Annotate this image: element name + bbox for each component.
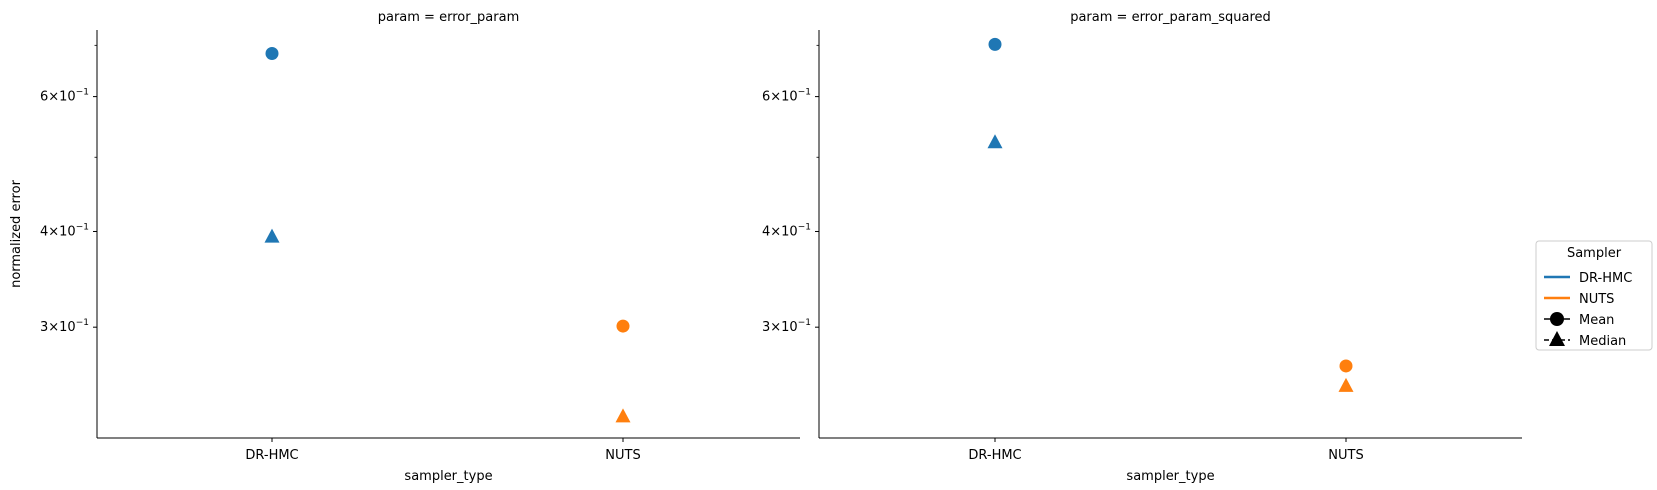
panel-title: param = error_param_squared xyxy=(1070,10,1271,25)
y-axis-label: normalized error xyxy=(9,179,24,287)
legend-title: Sampler xyxy=(1567,246,1622,261)
y-tick-label: 4×10−1 xyxy=(40,222,89,239)
legend-label: NUTS xyxy=(1579,292,1614,307)
y-tick-label: 3×10−1 xyxy=(40,318,89,335)
x-tick-label: DR-HMC xyxy=(245,448,298,463)
legend-label: Mean xyxy=(1579,313,1614,328)
legend-marker-circle xyxy=(1550,312,1564,326)
y-tick-label: 3×10−1 xyxy=(762,318,811,335)
legend-label: DR-HMC xyxy=(1579,271,1632,286)
point-nuts-mean xyxy=(616,319,630,333)
x-axis-label: sampler_type xyxy=(404,469,492,484)
panel-1: param = error_param 3×10−1 4×10−1 6×10−1 DR-… xyxy=(9,10,800,484)
panels: param = error_param 3×10−1 4×10−1 6×10−1 DR-… xyxy=(9,10,1522,484)
point-dr-hmc-mean xyxy=(988,37,1002,51)
point-dr-hmc-median xyxy=(264,228,280,243)
x-axis-label: sampler_type xyxy=(1126,469,1214,484)
y-tick-label: 6×10−1 xyxy=(762,88,811,105)
panel-title: param = error_param xyxy=(378,10,520,25)
x-tick-label: NUTS xyxy=(1328,448,1363,463)
point-dr-hmc-median xyxy=(987,134,1003,149)
x-tick-label: DR-HMC xyxy=(968,448,1021,463)
panel-2: param = error_param_squared 3×10−1 4×10−1 6… xyxy=(762,10,1522,484)
legend: Sampler DR-HMC NUTS Mean Median xyxy=(1535,240,1653,351)
legend-label: Median xyxy=(1579,334,1626,349)
point-nuts-median xyxy=(1338,377,1354,392)
y-tick-label: 4×10−1 xyxy=(762,222,811,239)
y-tick-label: 6×10−1 xyxy=(40,88,89,105)
legend-box xyxy=(1535,240,1653,351)
point-nuts-median xyxy=(615,408,631,423)
point-nuts-mean xyxy=(1339,359,1353,373)
x-tick-label: NUTS xyxy=(605,448,640,463)
point-dr-hmc-mean xyxy=(265,47,279,61)
legend-marker-triangle xyxy=(1549,331,1565,346)
